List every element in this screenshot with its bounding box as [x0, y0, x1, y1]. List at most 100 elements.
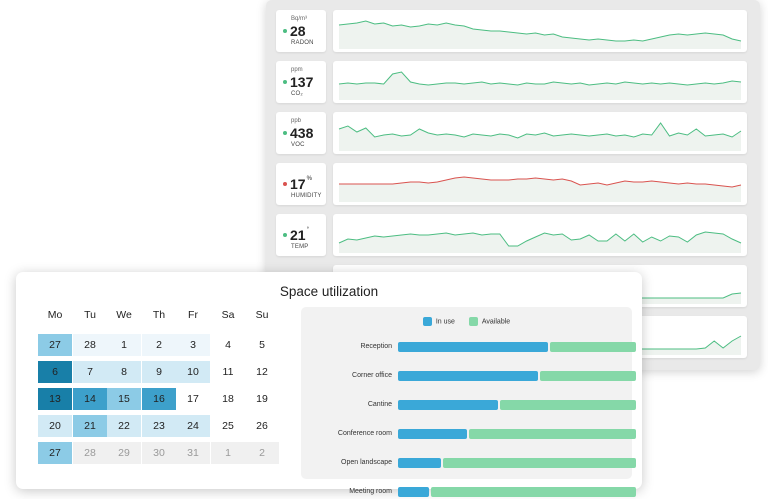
calendar-day[interactable]: 23 — [142, 415, 176, 437]
calendar-day[interactable]: 21 — [73, 415, 107, 437]
calendar-day[interactable]: 4 — [225, 339, 231, 351]
calendar-day[interactable]: 6 — [38, 361, 72, 383]
in-use-bar[interactable] — [398, 342, 548, 352]
available-bar[interactable] — [500, 400, 636, 410]
sparkline-line — [339, 176, 742, 188]
sensor-trend-chart[interactable] — [333, 112, 747, 154]
calendar-day[interactable]: 17 — [187, 393, 199, 405]
calendar-day[interactable]: 20 — [38, 415, 72, 437]
calendar-day[interactable]: 9 — [142, 361, 176, 383]
room-bar[interactable] — [398, 458, 636, 468]
calendar-day[interactable]: 5 — [259, 339, 265, 351]
calendar-day[interactable]: 25 — [222, 420, 234, 432]
sensor-unit: ppm — [291, 67, 303, 73]
in-use-bar[interactable] — [398, 400, 498, 410]
available-bar[interactable] — [443, 458, 636, 468]
sparkline-line — [338, 71, 742, 86]
sparkline-line — [338, 231, 742, 247]
room-utilization-chart: In use Available Reception Corner office C… — [301, 307, 636, 497]
sensor-trend-chart[interactable] — [333, 214, 747, 256]
sensor-metric-card[interactable]: 17% HUMIDITY — [276, 163, 326, 205]
calendar-day[interactable]: 24 — [176, 415, 210, 437]
in-use-bar[interactable] — [398, 458, 441, 468]
room-bar[interactable] — [398, 342, 636, 352]
available-bar[interactable] — [550, 342, 636, 352]
weekday-header: We — [116, 309, 132, 321]
sensor-metric-card[interactable]: 21° TEMP — [276, 214, 326, 256]
sensor-metric-card[interactable]: ppm 137 CO₂ — [276, 61, 326, 103]
room-bar[interactable] — [398, 400, 636, 410]
calendar-day[interactable]: 8 — [107, 361, 141, 383]
status-dot — [283, 80, 287, 84]
in-use-bar[interactable] — [398, 371, 538, 381]
in-use-bar[interactable] — [398, 429, 467, 439]
calendar-day[interactable]: 12 — [256, 366, 268, 378]
sensor-value: 137 — [290, 74, 314, 90]
room-label: Reception — [360, 343, 392, 350]
calendar-day[interactable]: 29 — [107, 442, 141, 464]
calendar-day[interactable]: 16 — [142, 388, 176, 410]
sensor-value: 438 — [290, 125, 314, 141]
chart-legend: In use Available — [301, 317, 632, 326]
calendar-day[interactable]: 30 — [142, 442, 176, 464]
calendar-day[interactable]: 2 — [245, 442, 279, 464]
calendar-day[interactable]: 11 — [222, 366, 234, 378]
sensor-sparkline — [338, 20, 742, 49]
sensor-name: TEMP — [291, 244, 309, 250]
sparkline-area — [339, 72, 741, 100]
sensor-unit: Bq/m³ — [291, 16, 308, 22]
sparkline-area — [339, 123, 741, 151]
sensor-name: VOC — [291, 142, 305, 148]
sparkline-area — [339, 177, 741, 202]
in-use-bar[interactable] — [398, 487, 429, 497]
sensor-metric-card[interactable]: Bq/m³ 28 RADON — [276, 10, 326, 52]
calendar-day[interactable]: 28 — [73, 442, 107, 464]
calendar-day[interactable]: 13 — [38, 388, 72, 410]
calendar-day[interactable]: 27 — [38, 334, 72, 356]
sensor-name: HUMIDITY — [291, 193, 322, 199]
sensor-name: CO₂ — [291, 91, 303, 97]
available-bar[interactable] — [469, 429, 636, 439]
sparkline-area — [339, 232, 741, 253]
calendar-day[interactable]: 27 — [38, 442, 72, 464]
room-label: Open landscape — [341, 459, 392, 466]
sensor-sparkline — [339, 176, 742, 202]
sparkline-area — [339, 21, 741, 49]
sensor-value-number: 438 — [290, 125, 314, 141]
space-utilization-panel: Space utilization Mo Tu We Th Fr Sa Su 27 28 1 2 3 4… — [16, 272, 642, 497]
calendar-day[interactable]: 7 — [73, 361, 107, 383]
calendar-day[interactable]: 1 — [107, 334, 141, 356]
sensor-name: RADON — [291, 40, 314, 46]
room-bar[interactable] — [398, 429, 636, 439]
calendar-day[interactable]: 3 — [176, 334, 210, 356]
calendar-day[interactable]: 28 — [73, 334, 107, 356]
calendar-day[interactable]: 18 — [222, 393, 234, 405]
calendar-day[interactable]: 31 — [176, 442, 210, 464]
calendar-day[interactable]: 1 — [211, 442, 245, 464]
room-bar[interactable] — [398, 371, 636, 381]
sensor-value: 28 — [290, 23, 307, 39]
sensor-trend-chart[interactable] — [333, 61, 747, 103]
status-dot — [283, 233, 287, 237]
sensor-trend-chart[interactable] — [333, 163, 747, 205]
available-bar[interactable] — [540, 371, 636, 381]
calendar-day[interactable]: 2 — [142, 334, 176, 356]
legend-available[interactable]: Available — [468, 317, 510, 326]
weekday-header: Sa — [221, 309, 235, 321]
calendar-day[interactable]: 10 — [176, 361, 210, 383]
sensor-metric-card[interactable]: ppb 438 VOC — [276, 112, 326, 154]
weekday-header: Th — [152, 309, 166, 321]
calendar-day[interactable]: 26 — [256, 420, 268, 432]
calendar-day[interactable]: 15 — [107, 388, 141, 410]
weekday-header: Mo — [47, 309, 63, 321]
calendar-day[interactable]: 14 — [73, 388, 107, 410]
legend-in-use[interactable]: In use — [422, 317, 455, 326]
calendar-day[interactable]: 19 — [256, 393, 268, 405]
status-dot — [283, 182, 287, 186]
room-bar[interactable] — [398, 487, 636, 497]
sensor-trend-chart[interactable] — [333, 10, 747, 52]
available-bar[interactable] — [431, 487, 636, 497]
room-label: Corner office — [352, 372, 392, 379]
calendar-day[interactable]: 22 — [107, 415, 141, 437]
weekday-header: Fr — [188, 309, 198, 321]
